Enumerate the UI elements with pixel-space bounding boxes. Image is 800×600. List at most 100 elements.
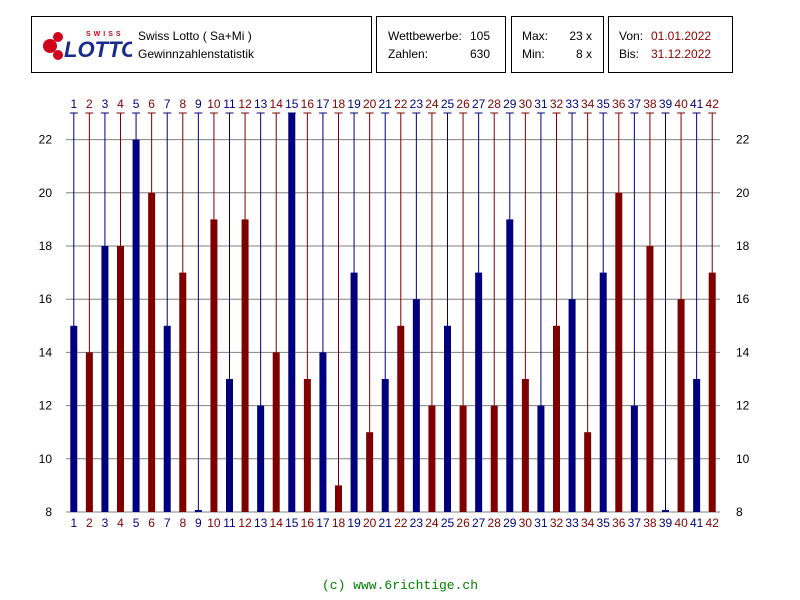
x-tick-label-bottom: 11 bbox=[223, 516, 236, 530]
numbers-value: 630 bbox=[469, 47, 490, 61]
min-value: 8 x bbox=[575, 47, 592, 61]
x-tick-label-top: 24 bbox=[425, 97, 439, 111]
bar bbox=[319, 352, 327, 512]
x-tick-label-top: 23 bbox=[410, 97, 424, 111]
bar bbox=[335, 485, 342, 512]
bar bbox=[506, 219, 514, 512]
max-label: Max: bbox=[522, 29, 549, 43]
x-tick-label-top: 36 bbox=[612, 97, 626, 111]
y-tick-label-right: 8 bbox=[736, 505, 743, 519]
x-tick-label-top: 26 bbox=[456, 97, 470, 111]
x-tick-label-bottom: 9 bbox=[195, 516, 202, 530]
bar bbox=[70, 325, 78, 512]
x-tick-label-top: 34 bbox=[581, 97, 595, 111]
bar bbox=[677, 299, 685, 512]
y-tick-label-left: 10 bbox=[39, 452, 53, 466]
max-min-box: Max: 23 x Min: 8 x bbox=[511, 16, 604, 73]
competitions-value: 105 bbox=[469, 29, 490, 43]
competitions-box: Wettbewerbe: 105 Zahlen: 630 bbox=[376, 16, 506, 73]
y-tick-label-left: 16 bbox=[39, 292, 53, 306]
bar bbox=[132, 139, 140, 512]
x-tick-label-bottom: 26 bbox=[456, 516, 470, 530]
x-tick-label-bottom: 10 bbox=[207, 516, 221, 530]
min-label: Min: bbox=[522, 47, 545, 61]
x-tick-label-bottom: 16 bbox=[301, 516, 315, 530]
bar bbox=[101, 246, 109, 512]
y-tick-label-right: 16 bbox=[736, 292, 750, 306]
x-tick-label-top: 6 bbox=[148, 97, 155, 111]
logo-ball-icon bbox=[43, 39, 57, 53]
bar bbox=[179, 272, 187, 512]
bar bbox=[444, 325, 451, 512]
x-tick-label-top: 31 bbox=[534, 97, 548, 111]
x-tick-label-top: 4 bbox=[117, 97, 124, 111]
x-tick-label-bottom: 20 bbox=[363, 516, 377, 530]
x-tick-label-top: 32 bbox=[550, 97, 564, 111]
x-tick-label-top: 5 bbox=[133, 97, 140, 111]
chart-title: Swiss Lotto ( Sa+Mi ) bbox=[138, 29, 252, 43]
bar bbox=[241, 219, 249, 512]
x-tick-label-top: 12 bbox=[238, 97, 252, 111]
y-tick-label-right: 22 bbox=[736, 133, 750, 147]
footer-copyright: (c) www.6richtige.ch bbox=[321, 578, 479, 593]
x-tick-label-bottom: 36 bbox=[612, 516, 626, 530]
x-tick-label-top: 38 bbox=[643, 97, 657, 111]
x-tick-label-bottom: 17 bbox=[316, 516, 330, 530]
bar bbox=[459, 405, 467, 512]
max-value: 23 x bbox=[569, 29, 592, 43]
bar bbox=[428, 405, 436, 512]
bar bbox=[117, 246, 124, 512]
bar bbox=[272, 352, 280, 512]
bar bbox=[693, 379, 701, 512]
bar bbox=[646, 246, 654, 512]
x-tick-label-top: 25 bbox=[441, 97, 455, 111]
x-tick-label-top: 3 bbox=[102, 97, 109, 111]
x-tick-label-bottom: 18 bbox=[332, 516, 346, 530]
x-tick-label-top: 28 bbox=[488, 97, 502, 111]
y-tick-label-right: 20 bbox=[736, 186, 750, 200]
x-tick-label-bottom: 19 bbox=[347, 516, 361, 530]
x-tick-label-top: 42 bbox=[706, 97, 720, 111]
bar bbox=[194, 510, 202, 512]
svg-text:SWISS: SWISS bbox=[86, 31, 124, 38]
bar bbox=[490, 405, 498, 512]
x-tick-label-bottom: 15 bbox=[285, 516, 299, 530]
x-tick-label-top: 22 bbox=[394, 97, 408, 111]
x-tick-label-bottom: 3 bbox=[102, 516, 109, 530]
x-tick-label-top: 7 bbox=[164, 97, 171, 111]
y-tick-label-right: 12 bbox=[736, 399, 750, 413]
x-tick-label-top: 27 bbox=[472, 97, 486, 111]
y-tick-label-left: 8 bbox=[45, 505, 52, 519]
date-range-box: Von: 01.01.2022 Bis: 31.12.2022 bbox=[608, 16, 733, 73]
x-tick-label-bottom: 35 bbox=[597, 516, 611, 530]
from-value: 01.01.2022 bbox=[651, 29, 712, 43]
y-tick-label-left: 20 bbox=[39, 186, 53, 200]
competitions-label: Wettbewerbe: bbox=[388, 29, 462, 43]
x-tick-label-top: 18 bbox=[332, 97, 346, 111]
bar bbox=[630, 405, 638, 512]
x-tick-label-top: 40 bbox=[674, 97, 688, 111]
bar bbox=[257, 405, 265, 512]
bar bbox=[662, 510, 669, 512]
x-tick-label-top: 9 bbox=[195, 97, 202, 111]
bar bbox=[163, 325, 171, 512]
from-label: Von: bbox=[619, 29, 644, 43]
bar bbox=[288, 113, 296, 512]
logo-ball-icon bbox=[53, 32, 63, 42]
bar bbox=[350, 272, 358, 512]
bar bbox=[568, 299, 576, 512]
y-tick-label-left: 14 bbox=[39, 345, 53, 359]
y-tick-label-left: 12 bbox=[39, 399, 53, 413]
x-tick-label-top: 11 bbox=[223, 97, 236, 111]
swiss-lotto-logo: SWISS LOTTO bbox=[43, 31, 132, 62]
x-tick-label-top: 1 bbox=[70, 97, 77, 111]
x-tick-label-bottom: 5 bbox=[133, 516, 140, 530]
x-tick-label-top: 29 bbox=[503, 97, 517, 111]
chart-subtitle: Gewinnzahlenstatistik bbox=[138, 47, 255, 61]
x-tick-label-bottom: 29 bbox=[503, 516, 517, 530]
x-tick-label-top: 41 bbox=[690, 97, 704, 111]
bar bbox=[148, 192, 156, 513]
x-tick-label-bottom: 31 bbox=[534, 516, 548, 530]
x-tick-label-bottom: 4 bbox=[117, 516, 124, 530]
x-tick-label-bottom: 14 bbox=[270, 516, 284, 530]
